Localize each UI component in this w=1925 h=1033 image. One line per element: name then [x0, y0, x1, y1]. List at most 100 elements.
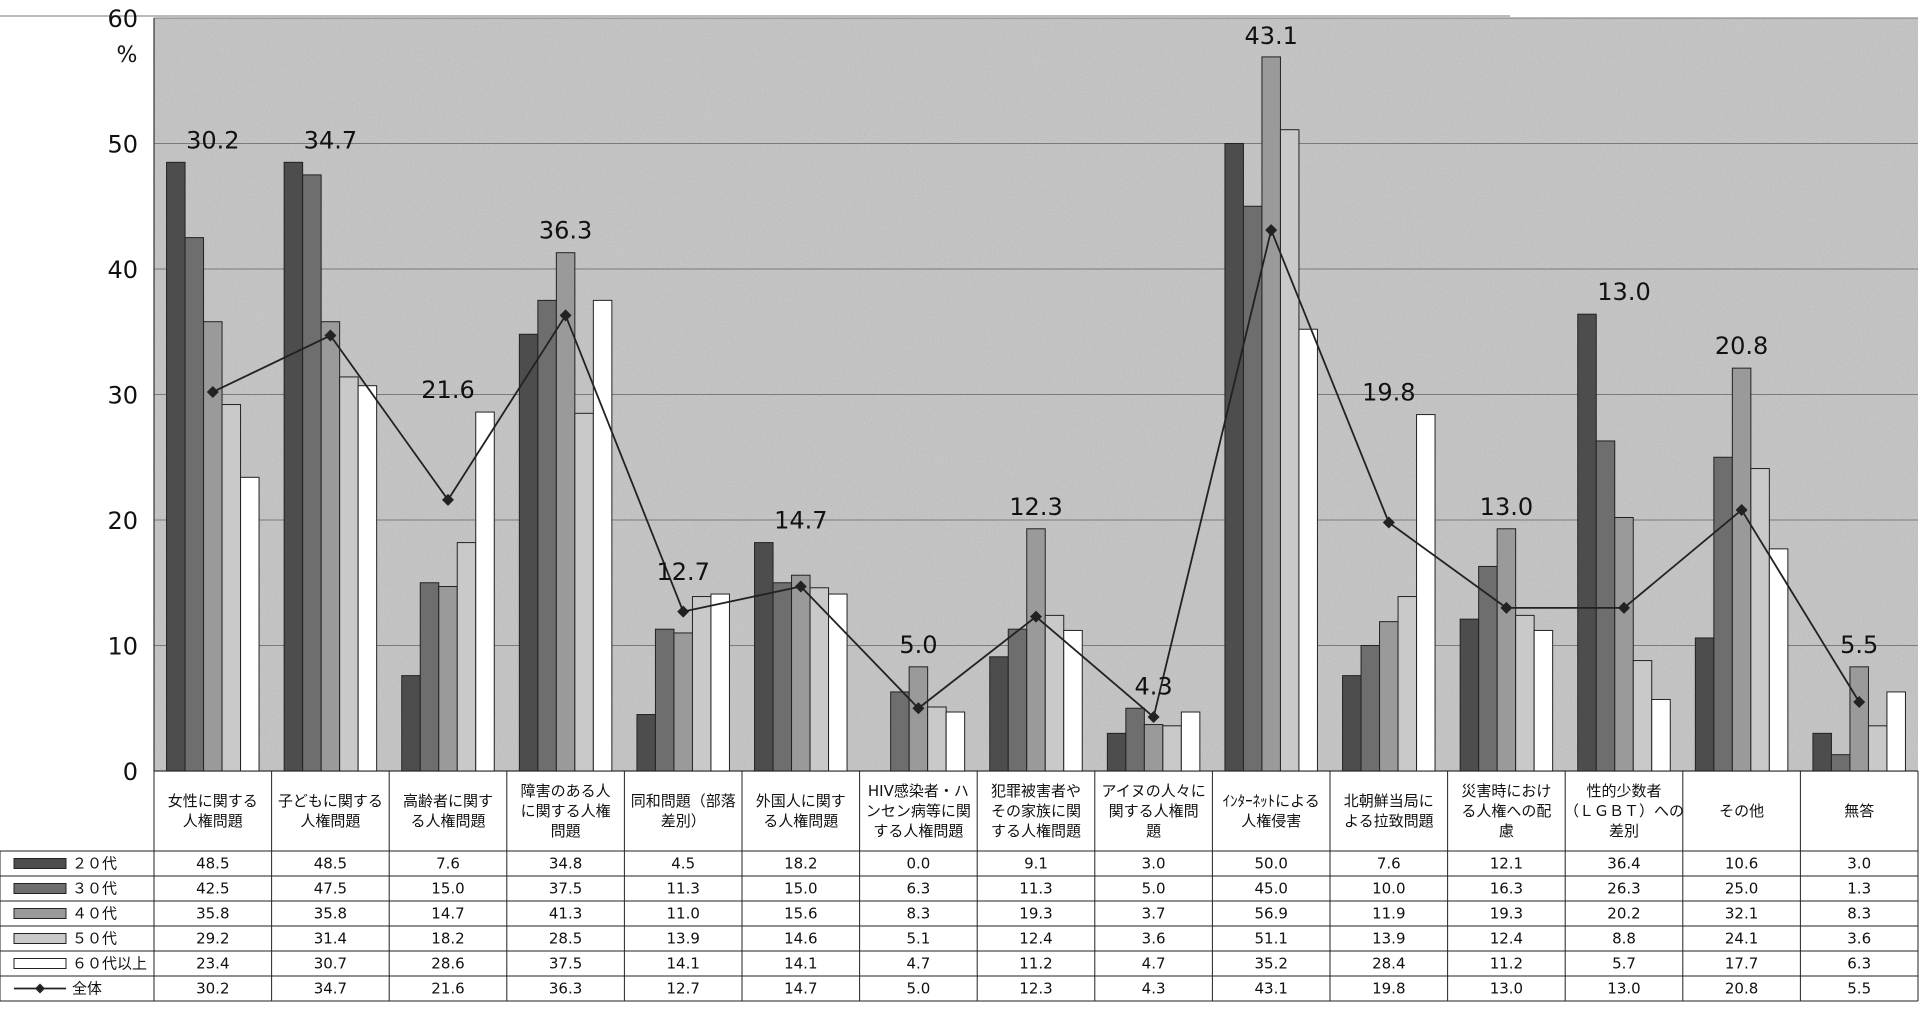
y-tick-label: 60 — [107, 5, 138, 33]
bar — [1063, 629, 1083, 772]
table-cell: 14.1 — [784, 955, 817, 973]
bar — [475, 411, 495, 772]
table-cell: 24.1 — [1725, 930, 1758, 948]
line-marker — [559, 309, 572, 322]
table-cell: 8.3 — [1847, 905, 1871, 923]
bar — [636, 714, 656, 772]
category-label: HIV感染者・ハンセン病等に関する人権問題 — [866, 782, 971, 840]
y-tick-label: 0 — [123, 758, 138, 786]
data-label: 4.3 — [1135, 672, 1173, 700]
legend-swatch — [13, 908, 67, 919]
table-cell: 20.2 — [1607, 905, 1640, 923]
data-labels: 30.2 34.7 21.6 36.3 12.7 14.7 5.0 12.3 4.3 43.1 19… — [186, 22, 1878, 700]
table-cell: 47.5 — [314, 880, 347, 898]
bar — [401, 675, 421, 772]
data-label: 34.7 — [304, 126, 357, 154]
category-label: 犯罪被害者やその家族に関する人権問題 — [991, 782, 1081, 840]
bar — [357, 385, 378, 772]
bar — [320, 321, 341, 772]
category-label: 障害のある人に関する人権問題 — [521, 782, 611, 840]
bar — [927, 706, 947, 772]
table-cell: 3.0 — [1142, 855, 1166, 873]
table-cell: 7.6 — [436, 855, 460, 873]
line-marker — [324, 329, 337, 342]
table-cell: 1.3 — [1847, 880, 1871, 898]
table-cell: 16.3 — [1490, 880, 1523, 898]
table-cell: 11.3 — [666, 880, 699, 898]
category-label: 子どもに関する人権問題 — [278, 792, 383, 830]
data-label: 19.8 — [1362, 379, 1415, 407]
data-label: 30.2 — [186, 126, 239, 154]
line-marker — [1735, 503, 1748, 516]
table-cell: 12.1 — [1490, 855, 1523, 873]
table-cell: 34.7 — [314, 980, 347, 998]
category-label: 北朝鮮当局による拉致問題 — [1344, 792, 1434, 830]
y-tick-label: 30 — [107, 382, 138, 410]
data-label: 43.1 — [1244, 22, 1297, 50]
table-cell: 42.5 — [196, 880, 229, 898]
legend-label: ６０代以上 — [72, 955, 147, 973]
table-cell: 28.5 — [549, 930, 582, 948]
table-cell: 5.1 — [906, 930, 930, 948]
table-cell: 25.0 — [1725, 880, 1758, 898]
bar — [945, 711, 966, 772]
table-cell: 19.3 — [1490, 905, 1523, 923]
table-cell: 14.6 — [784, 930, 817, 948]
table-cell: 9.1 — [1024, 855, 1048, 873]
y-tick-label: 20 — [107, 507, 138, 535]
category-label: 無答 — [1844, 802, 1874, 820]
bar — [1261, 56, 1281, 772]
table-cell: 56.9 — [1254, 905, 1287, 923]
table-cell: 29.2 — [196, 930, 229, 948]
legend-swatch — [13, 958, 67, 969]
bar — [654, 628, 675, 772]
table-cell: 13.0 — [1607, 980, 1640, 998]
bar — [221, 404, 242, 772]
bar — [1533, 629, 1554, 772]
bar — [989, 656, 1009, 772]
table-cell: 43.1 — [1254, 980, 1287, 998]
table-cell: 13.9 — [1372, 930, 1405, 948]
data-label: 36.3 — [539, 217, 592, 245]
table-cell: 15.6 — [784, 905, 817, 923]
table-cell: 0.0 — [906, 855, 930, 873]
table-cell: 13.0 — [1490, 980, 1523, 998]
table-cell: 28.4 — [1372, 955, 1405, 973]
bar — [1496, 528, 1517, 772]
y-tick-label: 10 — [107, 633, 138, 661]
bar — [1577, 313, 1597, 772]
bar — [772, 582, 793, 772]
table-cell: 19.8 — [1372, 980, 1405, 998]
table-cell: 3.7 — [1142, 905, 1166, 923]
legend-label: ２０代 — [72, 855, 117, 873]
bar-series — [166, 56, 1906, 772]
bar — [1026, 528, 1046, 772]
table-cell: 4.7 — [906, 955, 930, 973]
bar — [1162, 725, 1182, 772]
bar — [1886, 691, 1906, 772]
bar — [890, 691, 910, 772]
bar — [419, 582, 440, 772]
table-cell: 37.5 — [549, 880, 582, 898]
table-cell: 3.6 — [1142, 930, 1166, 948]
bar — [592, 299, 613, 772]
table-cell: 7.6 — [1377, 855, 1401, 873]
table-cell: 23.4 — [196, 955, 229, 973]
data-table: 女性に関する人権問題子どもに関する人権問題高齢者に関する人権問題障害のある人に関… — [0, 771, 1919, 1002]
bar — [791, 574, 811, 772]
y-tick-label: 40 — [107, 256, 138, 284]
table-cell: 8.8 — [1612, 930, 1636, 948]
table-cell: 8.3 — [906, 905, 930, 923]
line-marker — [1853, 695, 1866, 708]
line-marker — [912, 702, 925, 715]
bar — [1595, 440, 1616, 772]
table-cell: 31.4 — [314, 930, 347, 948]
table-cell: 12.4 — [1019, 930, 1052, 948]
table-cell: 5.0 — [1142, 880, 1166, 898]
line-marker — [206, 385, 219, 398]
table-cell: 48.5 — [196, 855, 229, 873]
bar — [1694, 637, 1715, 772]
bar — [691, 596, 712, 772]
table-cell: 12.7 — [666, 980, 699, 998]
table-cell: 11.2 — [1019, 955, 1052, 973]
